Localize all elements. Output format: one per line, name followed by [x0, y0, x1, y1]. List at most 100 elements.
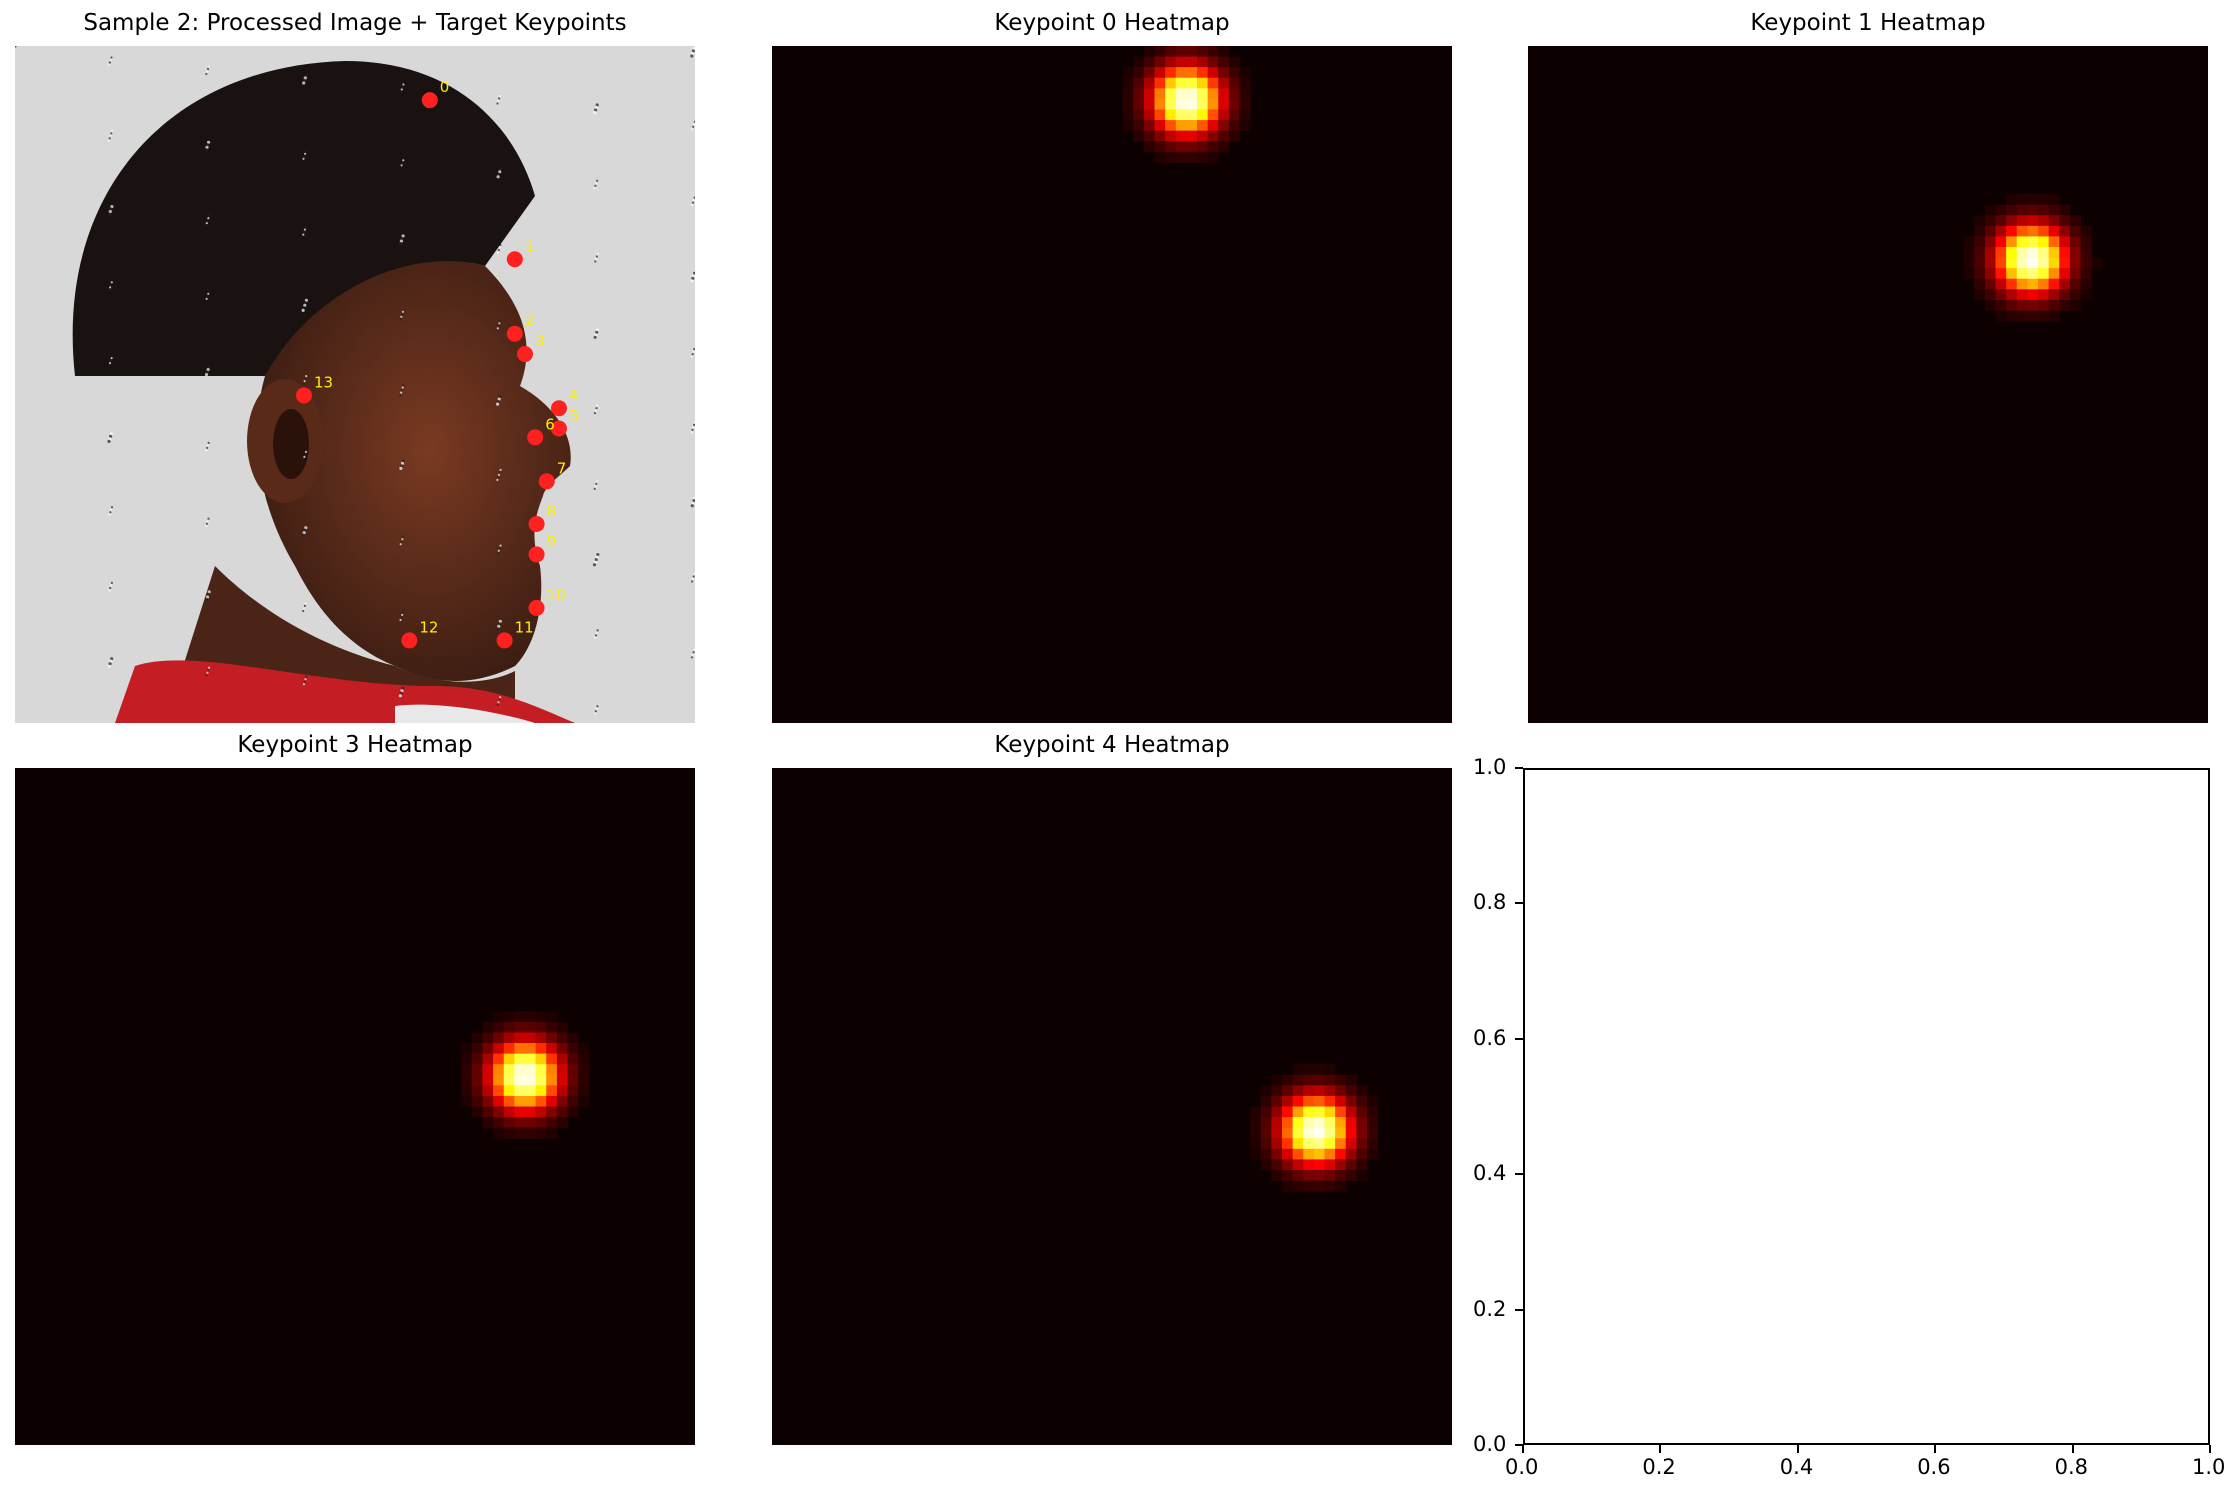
noise-speck — [401, 686, 405, 690]
heatmap-cell — [556, 1053, 569, 1065]
photo-panel: 0 1 2 3 4 5 6 7 8 9 10 11 12 13 — [15, 46, 695, 723]
heatmap-cell — [1165, 109, 1177, 121]
heatmap-cell — [2048, 225, 2060, 237]
heatmap-cell — [1995, 268, 2007, 280]
heatmap-cell — [471, 1095, 484, 1107]
heatmap-cell — [525, 1011, 537, 1023]
heatmap-0-canvas — [1122, 46, 1251, 163]
heatmap-cell — [503, 1053, 515, 1065]
heatmap-cell — [578, 1085, 590, 1097]
heatmap-cell — [1260, 1127, 1272, 1139]
noise-speck — [304, 150, 307, 153]
heatmap-cell — [1271, 1169, 1283, 1182]
heatmap-cell — [514, 1011, 526, 1023]
heatmap-cell — [1367, 1127, 1379, 1139]
heatmap-cell — [493, 1032, 505, 1044]
y-tick-label: 0.6 — [1473, 1025, 1507, 1050]
heatmap-cell — [1197, 141, 1209, 153]
heatmap-cell — [1356, 1106, 1368, 1118]
heatmap-cell — [1984, 299, 1997, 311]
noise-speck — [108, 288, 111, 291]
noise-speck — [497, 473, 501, 476]
noise-speck — [108, 437, 112, 441]
noise-speck — [110, 506, 114, 509]
heatmap-cell — [525, 1053, 537, 1065]
noise-speck — [496, 400, 500, 404]
heatmap-cell — [1218, 88, 1230, 100]
heatmap-cell — [1207, 56, 1219, 68]
heatmap-cell — [1313, 1169, 1326, 1182]
noise-speck — [207, 292, 210, 295]
heatmap-cell — [2006, 204, 2018, 216]
heatmap-cell — [1197, 120, 1209, 132]
heatmap-cell — [1197, 67, 1209, 79]
heatmap-cell — [1356, 1085, 1368, 1097]
noise-speck — [691, 49, 695, 53]
noise-speck — [691, 428, 694, 431]
noise-speck — [107, 212, 112, 216]
heatmap-cell — [482, 1032, 494, 1044]
heatmap-cell — [1345, 1169, 1357, 1182]
noise-speck — [595, 631, 598, 635]
heatmap-cell — [1143, 77, 1156, 89]
heatmap-cell — [1175, 151, 1187, 163]
x-tick-mark — [1934, 1445, 1937, 1453]
heatmap-cell — [1324, 1127, 1336, 1139]
heatmap-cell — [1271, 1138, 1283, 1150]
heatmap-cell — [2038, 278, 2050, 290]
noise-speck — [692, 575, 695, 578]
noise-speck — [498, 471, 501, 474]
heatmap-cell — [1122, 120, 1134, 132]
noise-speck — [205, 525, 208, 528]
noise-speck — [208, 214, 211, 217]
heatmap-cell — [525, 1021, 537, 1033]
heatmap-cell — [1186, 77, 1198, 89]
x-tick-label: 0.8 — [2054, 1455, 2088, 1479]
noise-speck — [499, 167, 503, 171]
keypoint-label-13: 13 — [314, 373, 333, 391]
heatmap-cell — [2038, 299, 2050, 311]
noise-speck — [499, 243, 502, 247]
heatmap-cell — [2059, 215, 2071, 227]
heatmap-cell — [2027, 225, 2039, 237]
noise-speck — [302, 382, 305, 385]
heatmap-cell — [1207, 151, 1219, 163]
noise-speck — [305, 375, 308, 378]
heatmap-0-panel — [772, 46, 1452, 723]
heatmap-cell — [1356, 1159, 1368, 1171]
heatmap-cell — [2006, 257, 2018, 269]
heatmap-cell — [1995, 236, 2007, 248]
heatmap-cell — [2027, 278, 2039, 290]
heatmap-cell — [1260, 1138, 1272, 1150]
noise-speck — [498, 547, 501, 550]
heatmap-cell — [1207, 88, 1219, 100]
heatmap-cell — [1335, 1085, 1347, 1097]
noise-speck — [205, 370, 209, 374]
heatmap-cell — [1313, 1064, 1326, 1076]
heatmap-4-panel — [772, 768, 1452, 1445]
heatmap-cell — [525, 1127, 537, 1139]
heatmap-cell — [1186, 120, 1198, 132]
heatmap-cell — [1282, 1085, 1294, 1097]
noise-speck — [596, 553, 600, 557]
heatmap-cell — [2027, 246, 2039, 259]
noise-speck — [110, 581, 113, 585]
heatmap-cell — [1974, 236, 1986, 248]
noise-speck — [692, 499, 695, 503]
keypoint-marker-3 — [517, 346, 533, 363]
heatmap-cell — [1218, 67, 1230, 79]
noise-speck — [593, 412, 597, 415]
heatmap-cell — [1143, 130, 1156, 142]
heatmap-cell — [2016, 257, 2028, 269]
noise-speck — [593, 335, 597, 339]
heatmap-cell — [2016, 299, 2028, 311]
noise-speck — [205, 72, 208, 76]
y-tick-label: 0.8 — [1473, 890, 1507, 915]
heatmap-3-canvas — [461, 1011, 590, 1139]
heatmap-cell — [1984, 204, 1997, 216]
keypoint-label-9: 9 — [547, 532, 557, 550]
noise-speck — [304, 453, 307, 456]
heatmap-cell — [1324, 1095, 1336, 1107]
heatmap-cell — [2016, 215, 2028, 227]
keypoint-marker-0 — [421, 92, 438, 109]
